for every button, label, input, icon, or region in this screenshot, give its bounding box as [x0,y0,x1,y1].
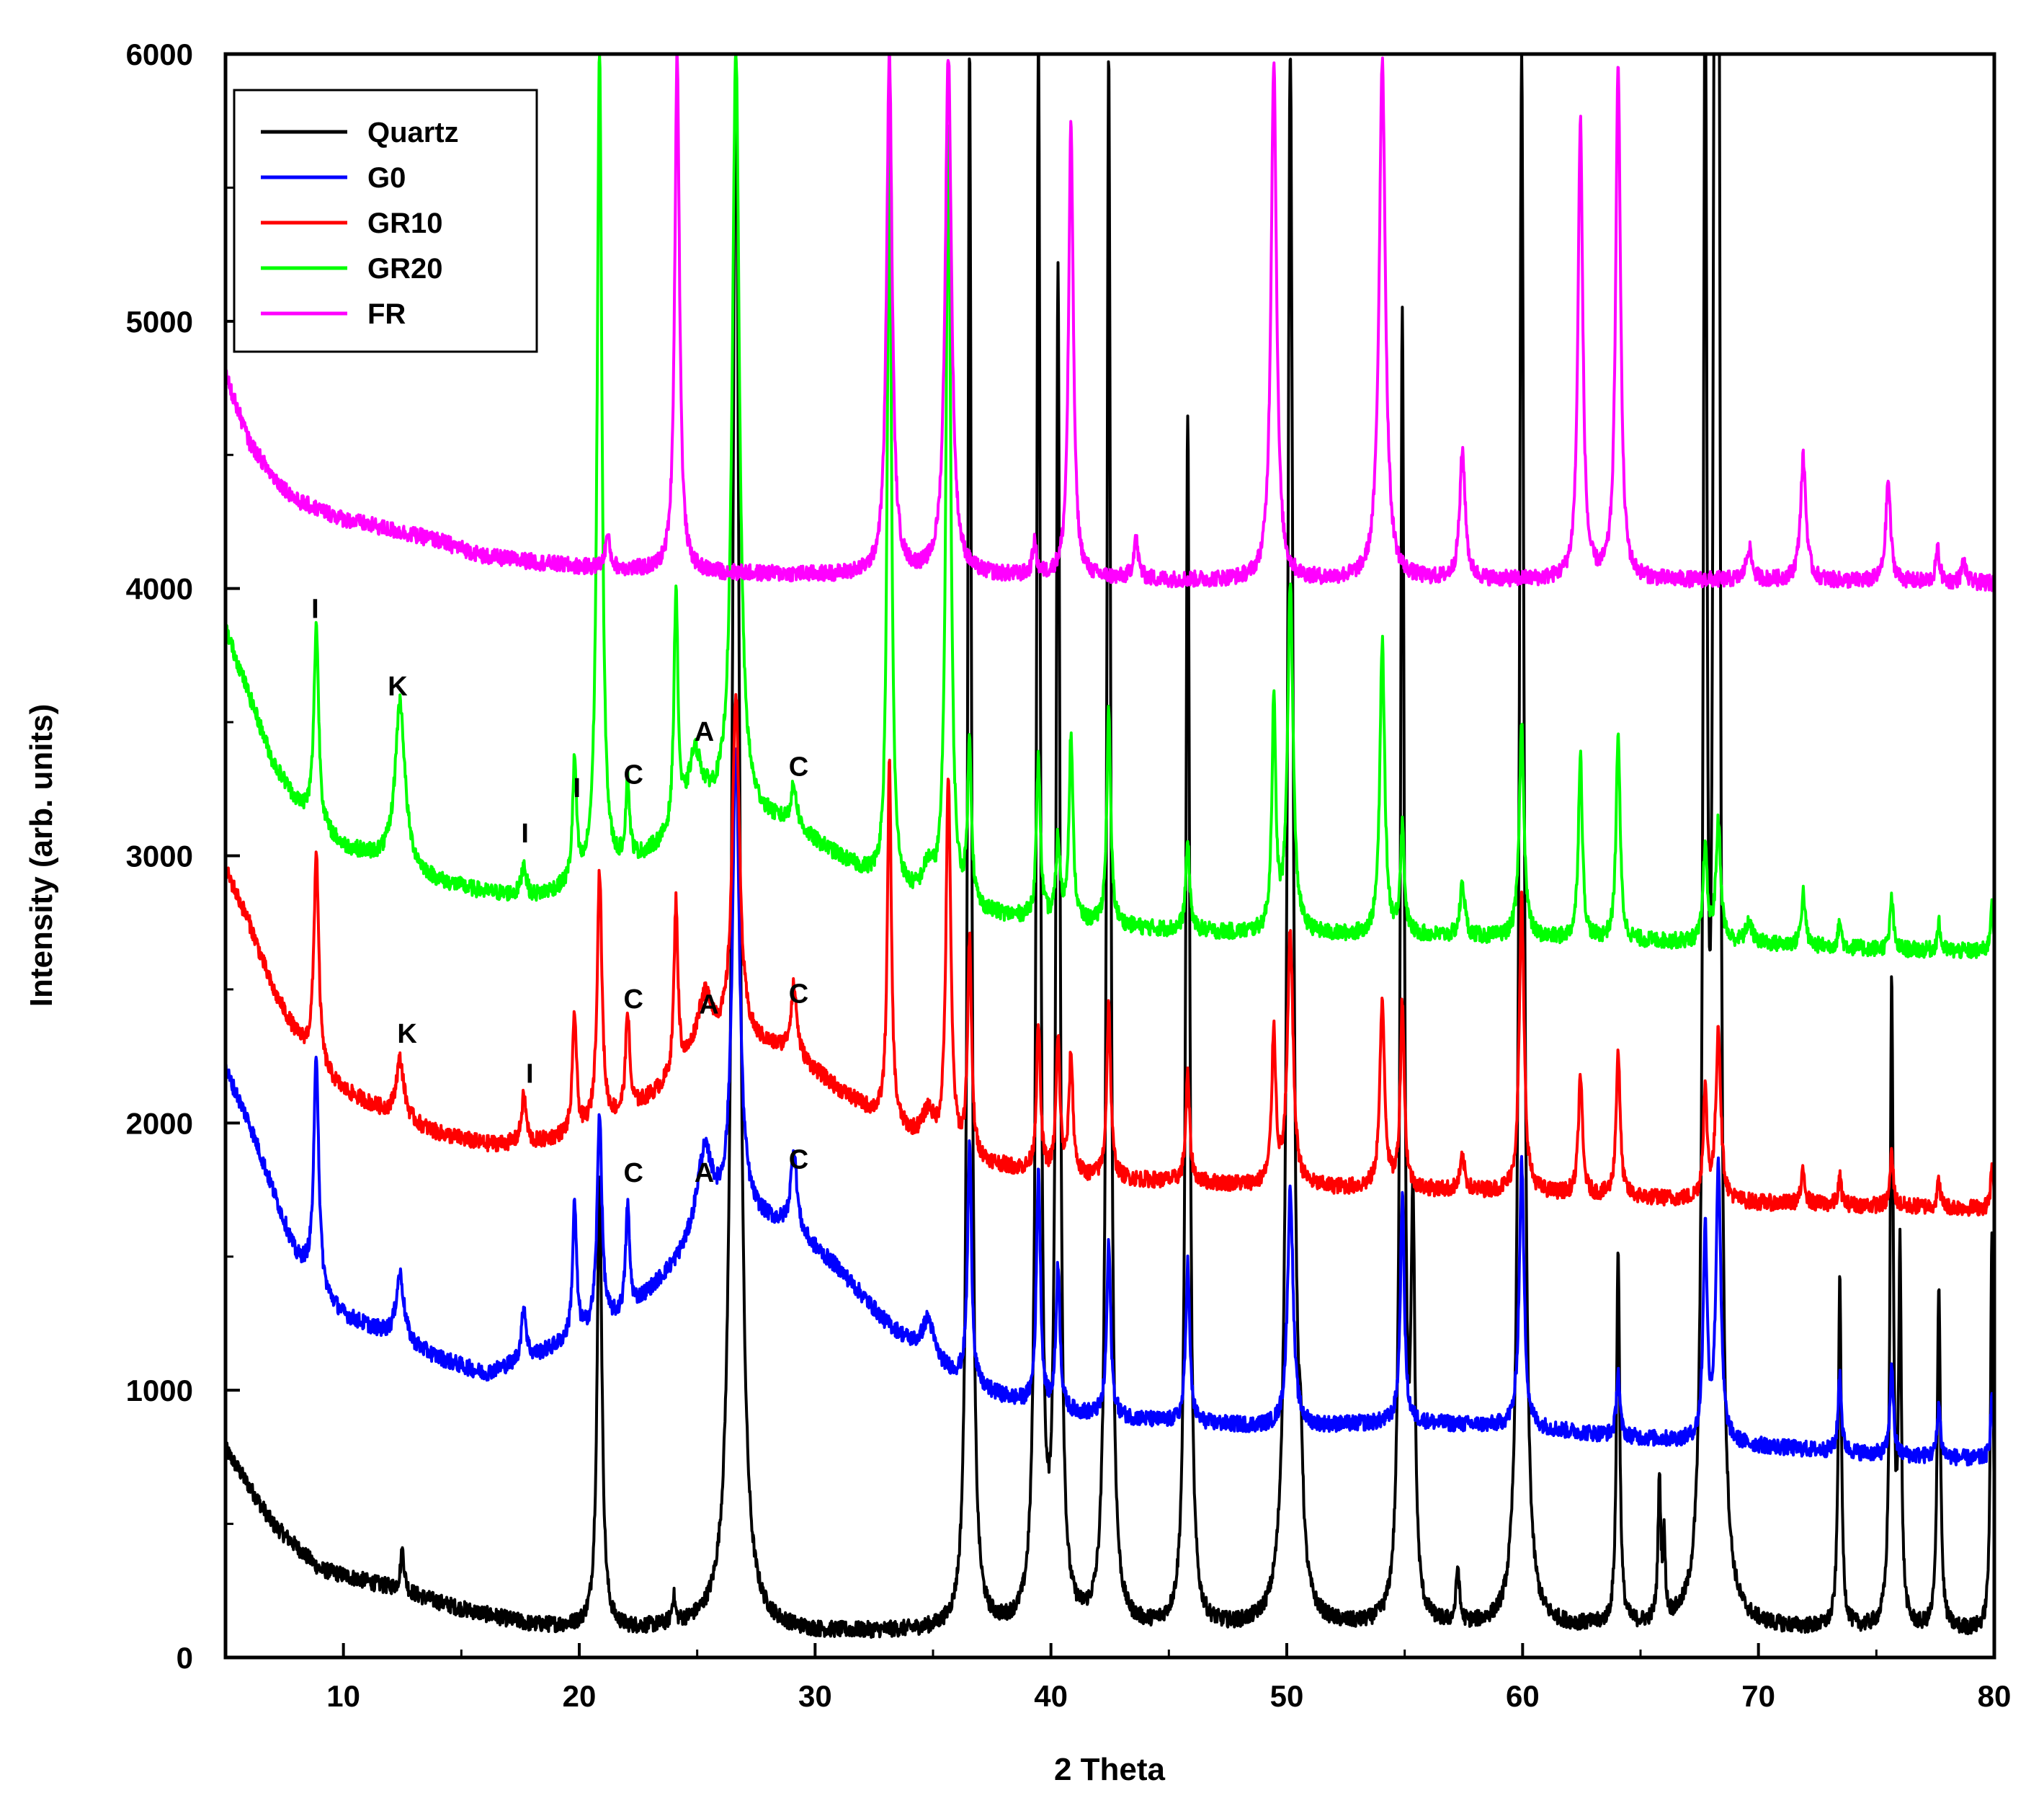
x-tick-label: 50 [1270,1679,1304,1713]
y-tick-label: 3000 [126,840,193,873]
peak-label-a: A [695,717,714,747]
peak-label-a: A [695,1158,714,1188]
legend-label-gr20: GR20 [367,253,443,285]
legend: Quartz G0 GR10 GR20 FR [233,89,538,353]
y-axis-title: Intensity (arb. units) [24,704,59,1007]
x-tick-label: 30 [798,1679,832,1713]
series-line-fr [226,54,1994,592]
peak-label-c: C [624,1158,643,1188]
x-tick-label: 80 [1978,1679,2012,1713]
series-line-g0 [226,747,1994,1467]
y-tick-label: 0 [177,1641,193,1675]
peak-label-i: I [311,594,319,624]
x-tick-label: 20 [563,1679,597,1713]
legend-label-gr10: GR10 [367,208,443,239]
peak-label-i: I [521,819,529,849]
x-axis-title: 2 Theta [1054,1752,1166,1787]
legend-label-quartz: Quartz [367,117,459,148]
peak-label-c: C [789,1144,808,1175]
peak-label-i: I [526,1059,534,1090]
peak-label-i: I [573,773,581,804]
y-tick-label: 6000 [126,37,193,71]
peak-label-c: C [624,760,643,790]
peak-label-c: C [624,984,643,1015]
series-layer [226,54,1994,1639]
series-line-quartz [226,54,1994,1639]
legend-label-g0: G0 [367,162,406,194]
axis-ticks: 10 20 30 40 50 60 70 80 0 1000 2000 3000 4000 5000 600… [126,37,2012,1713]
peak-label-a: A [699,989,718,1020]
x-tick-label: 60 [1506,1679,1540,1713]
y-tick-label: 2000 [126,1106,193,1140]
y-tick-label: 4000 [126,572,193,606]
peak-label-c: C [789,752,808,782]
peak-label-c: C [789,979,808,1009]
y-tick-label: 1000 [126,1374,193,1407]
x-tick-label: 10 [326,1679,360,1713]
peak-annotations: I K I I C A C K I C A C C A C [311,594,808,1188]
legend-label-fr: FR [367,298,406,330]
peak-label-k: K [397,1019,417,1049]
series-line-gr10 [226,693,1994,1217]
x-tick-label: 40 [1034,1679,1068,1713]
legend-items: Quartz G0 GR10 GR20 FR [261,117,459,330]
y-tick-label: 5000 [126,305,193,339]
series-line-gr20 [226,54,1994,959]
peak-label-k: K [388,672,408,702]
x-tick-label: 70 [1741,1679,1775,1713]
